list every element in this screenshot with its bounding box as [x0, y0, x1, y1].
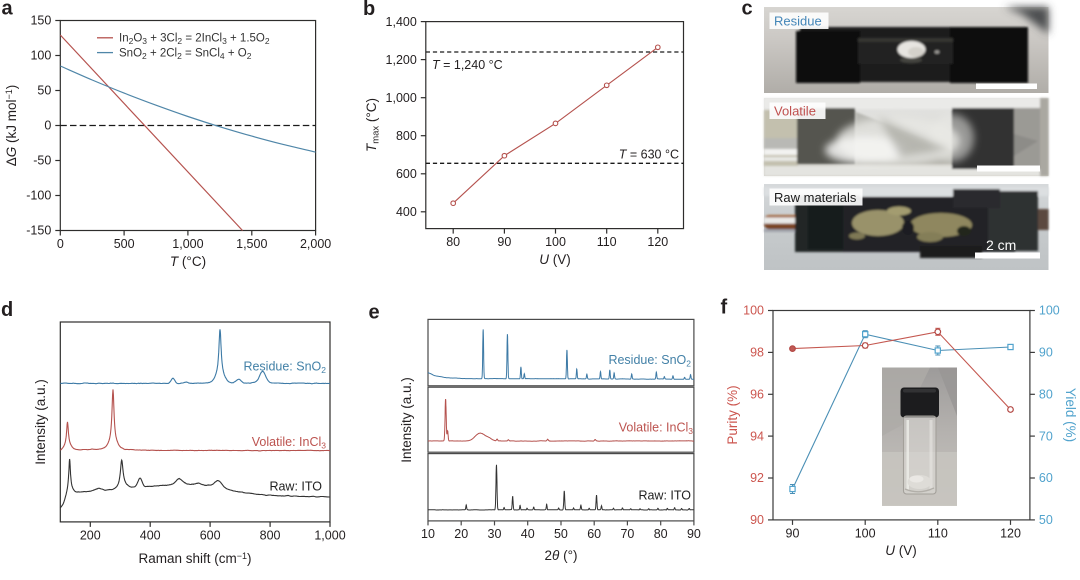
svg-text:1,000: 1,000 — [314, 528, 345, 542]
svg-text:90: 90 — [1039, 346, 1053, 360]
svg-text:90: 90 — [687, 527, 701, 541]
svg-text:100: 100 — [30, 49, 51, 63]
svg-text:1,400: 1,400 — [386, 15, 417, 29]
svg-text:Intensity (a.u.): Intensity (a.u.) — [33, 379, 48, 465]
svg-text:600: 600 — [200, 528, 221, 542]
svg-text:80: 80 — [654, 527, 668, 541]
svg-text:30: 30 — [488, 527, 502, 541]
svg-text:40: 40 — [521, 527, 535, 541]
svg-text:2,000: 2,000 — [300, 237, 331, 251]
svg-text:120: 120 — [647, 235, 668, 249]
svg-text:98: 98 — [750, 346, 764, 360]
svg-text:50: 50 — [1039, 513, 1053, 527]
svg-text:200: 200 — [80, 528, 101, 542]
svg-text:-50: -50 — [33, 154, 51, 168]
svg-text:Volatile: InCl3: Volatile: InCl3 — [619, 421, 693, 437]
svg-text:Raw: ITO: Raw: ITO — [638, 489, 691, 503]
svg-text:70: 70 — [620, 527, 634, 541]
svg-text:Volatile: Volatile — [774, 104, 816, 119]
svg-text:Residue: Residue — [774, 14, 822, 29]
svg-text:80: 80 — [446, 235, 460, 249]
svg-text:U (V): U (V) — [539, 252, 571, 267]
svg-text:120: 120 — [1000, 526, 1021, 540]
svg-text:b: b — [363, 0, 375, 20]
svg-text:50: 50 — [554, 527, 568, 541]
svg-text:60: 60 — [587, 527, 601, 541]
svg-text:Raw materials: Raw materials — [774, 190, 857, 205]
svg-text:Raman shift (cm−1): Raman shift (cm−1) — [138, 551, 251, 566]
svg-text:T = 630 °C: T = 630 °C — [619, 148, 679, 162]
svg-text:110: 110 — [928, 526, 948, 540]
svg-text:c: c — [742, 0, 753, 20]
svg-text:1,000: 1,000 — [386, 91, 417, 105]
svg-text:1,000: 1,000 — [172, 237, 203, 251]
svg-text:U (V): U (V) — [885, 543, 917, 558]
svg-text:-150: -150 — [26, 224, 51, 238]
svg-text:100: 100 — [545, 235, 566, 249]
svg-text:1,200: 1,200 — [386, 53, 417, 67]
svg-text:500: 500 — [114, 237, 135, 251]
svg-text:Raw: ITO: Raw: ITO — [269, 480, 322, 494]
svg-text:100: 100 — [743, 304, 764, 318]
svg-text:50: 50 — [37, 84, 51, 98]
svg-text:2θ (°): 2θ (°) — [545, 548, 578, 563]
svg-text:Yield (%): Yield (%) — [1063, 388, 1078, 442]
svg-text:SnO2 + 2Cl2 = SnCl4 + O2: SnO2 + 2Cl2 = SnCl4 + O2 — [119, 47, 252, 61]
svg-text:80: 80 — [1039, 387, 1053, 401]
svg-text:T = 1,240 °C: T = 1,240 °C — [432, 58, 503, 72]
svg-text:600: 600 — [396, 167, 417, 181]
svg-text:94: 94 — [750, 429, 764, 443]
svg-text:150: 150 — [30, 14, 51, 28]
svg-text:Intensity (a.u.): Intensity (a.u.) — [399, 377, 414, 463]
svg-text:96: 96 — [750, 387, 764, 401]
svg-text:800: 800 — [260, 528, 281, 542]
svg-text:90: 90 — [750, 513, 764, 527]
svg-text:60: 60 — [1039, 471, 1053, 485]
svg-text:2 cm: 2 cm — [986, 237, 1016, 253]
svg-text:d: d — [1, 299, 13, 321]
svg-text:70: 70 — [1039, 429, 1053, 443]
svg-text:400: 400 — [396, 205, 417, 219]
svg-text:f: f — [721, 297, 728, 319]
svg-text:In2O3 + 3Cl2 = 2InCl3 + 1.5O2: In2O3 + 3Cl2 = 2InCl3 + 1.5O2 — [119, 33, 270, 47]
svg-text:0: 0 — [57, 237, 64, 251]
svg-text:10: 10 — [421, 527, 435, 541]
svg-text:Residue: SnO2: Residue: SnO2 — [243, 360, 326, 376]
svg-text:Residue: SnO2: Residue: SnO2 — [608, 353, 691, 369]
svg-text:90: 90 — [786, 526, 800, 540]
svg-text:-100: -100 — [26, 189, 51, 203]
svg-text:1,500: 1,500 — [236, 237, 267, 251]
svg-text:Volatile: InCl3: Volatile: InCl3 — [252, 435, 326, 451]
svg-text:T (°C): T (°C) — [170, 254, 206, 269]
svg-text:92: 92 — [750, 471, 764, 485]
svg-text:0: 0 — [44, 119, 51, 133]
svg-text:Tmax (°C): Tmax (°C) — [364, 98, 382, 152]
svg-text:Purity (%): Purity (%) — [725, 385, 740, 444]
svg-text:100: 100 — [1039, 304, 1060, 318]
svg-text:90: 90 — [497, 235, 511, 249]
svg-text:100: 100 — [855, 526, 876, 540]
svg-text:ΔG (kJ mol−1): ΔG (kJ mol−1) — [4, 85, 19, 167]
svg-text:a: a — [2, 0, 14, 20]
svg-text:20: 20 — [454, 527, 468, 541]
svg-text:110: 110 — [597, 235, 617, 249]
svg-text:400: 400 — [140, 528, 161, 542]
svg-text:800: 800 — [396, 129, 417, 143]
svg-text:e: e — [369, 302, 380, 324]
